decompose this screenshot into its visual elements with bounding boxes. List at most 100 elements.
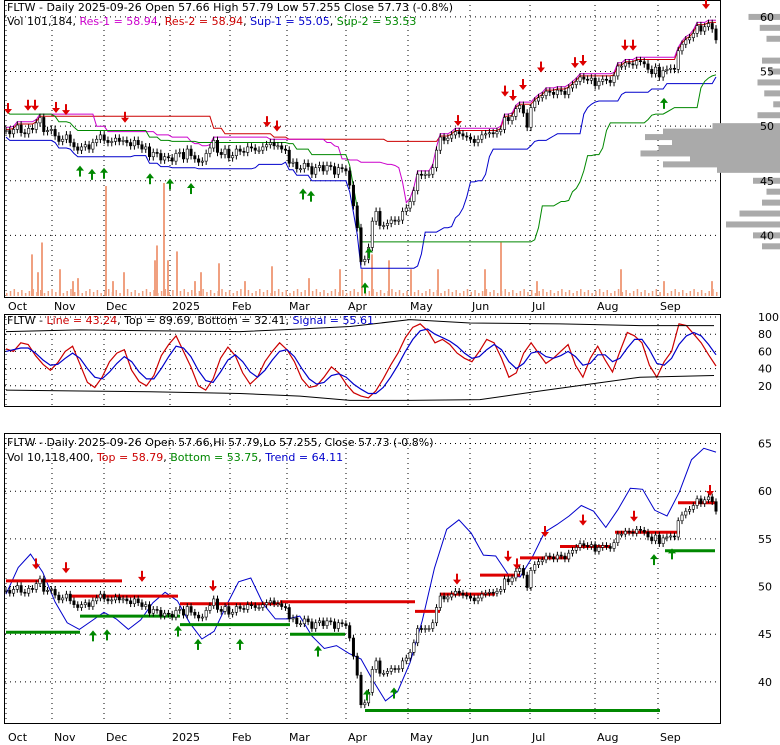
month-label: Sep [660,731,681,744]
trend-candle-body [604,545,608,547]
price-candle-body [404,207,408,212]
trend-candle-body [465,594,469,597]
volume-bar [708,291,710,296]
volume-bar [353,289,355,296]
sell-arrow-head [579,60,587,66]
sell-arrow-head [52,107,60,113]
trend-candle-body [53,589,57,596]
trend-candle-body [397,668,401,670]
trend-candle-body [506,578,510,583]
volume-bar [428,289,431,296]
stoch-tick-label: 80 [758,328,772,341]
price-candle-body [110,141,114,143]
trend-candle-body [589,544,593,547]
volume-bar [187,292,189,296]
trend-candle-body [106,598,110,602]
price-candle-body [129,142,133,147]
trend-candle-body [129,600,133,604]
price-candle-body [283,148,287,151]
price-candle-body [423,173,427,176]
volume-bar [300,292,303,296]
trend-candle-body [291,617,295,620]
volume-bar [534,293,537,296]
price-candle-body [114,137,118,142]
buy-arrow-head [299,188,307,194]
trend-candle-body [469,595,473,599]
volume-bar [640,292,642,296]
price-candle-body [132,140,136,147]
trend-candle-body [374,660,378,670]
volume-bar [536,281,538,296]
price-candle-body [389,219,393,224]
trend-candle-body [8,590,12,594]
volume-bar [17,292,19,296]
trend-candle-body [200,616,204,619]
volume-bar [194,281,196,296]
buy-arrow-head [194,638,202,644]
volume-bar [123,291,125,296]
trend-candle-body [552,556,556,560]
price-candle-body [351,184,355,207]
volume-profile [640,13,780,250]
price-candle-body [382,225,386,227]
buy-arrow-head [146,173,154,179]
volume-bar [508,292,510,296]
trend-candle-body [302,618,306,625]
price-candle-body [272,142,276,147]
trend-candle-body [238,606,242,609]
volume-bar [666,293,669,296]
trend-candle-body [710,496,714,502]
buy-arrow-head [363,689,371,695]
volume-bar [655,289,658,296]
trend-candle-body [246,604,250,610]
trend-candle-body [351,637,355,657]
volume-bar [206,292,208,296]
month-label: Oct [8,300,28,313]
volume-bar [285,290,287,296]
volume-bar [591,293,593,296]
trend-candle-body [42,578,46,592]
volume-profile-bar [762,57,780,64]
price-candle-body [193,155,197,160]
trend-candle-body [699,498,703,504]
volume-bar [372,289,374,296]
trend-candle-body [623,530,627,535]
volume-bar [674,289,676,296]
trend-candle-body [382,672,386,675]
trend-tick-label: 60 [758,485,772,498]
volume-bar [493,290,495,296]
volume-bar [55,292,57,296]
volume-profile-bar [757,79,780,86]
buy-arrow-head [103,629,111,635]
volume-profile-bar [739,210,780,217]
price-candle-body [601,78,605,82]
volume-bar [716,292,718,296]
price-candle-body [703,26,707,32]
price-candle-body [246,146,250,153]
price-candle-body [23,132,27,135]
volume-bar [519,291,522,296]
sell-arrow-head [513,564,521,570]
price-candle-body [291,161,295,164]
volume-bar [228,290,231,296]
trend-candle-body [389,668,393,672]
price-candle-body [249,146,253,149]
volume-bar [213,293,216,296]
volume-bar [636,289,639,296]
price-candle-body [170,157,174,162]
volume-bar [119,293,121,296]
volume-bar [391,289,393,296]
volume-bar [410,269,412,296]
price-candle-body [208,147,212,154]
trend-candle-body [529,570,533,588]
price-candle-body [570,84,574,89]
trend-candle-body [268,600,272,604]
volume-bar [198,291,201,296]
volume-bar [259,289,261,296]
trend-candle-body [299,623,303,626]
price-candle-body [121,140,125,142]
price-candle-body [533,100,537,108]
price-candle-body [19,124,23,134]
price-candle-body [457,131,461,135]
price-candle-body [223,148,227,155]
